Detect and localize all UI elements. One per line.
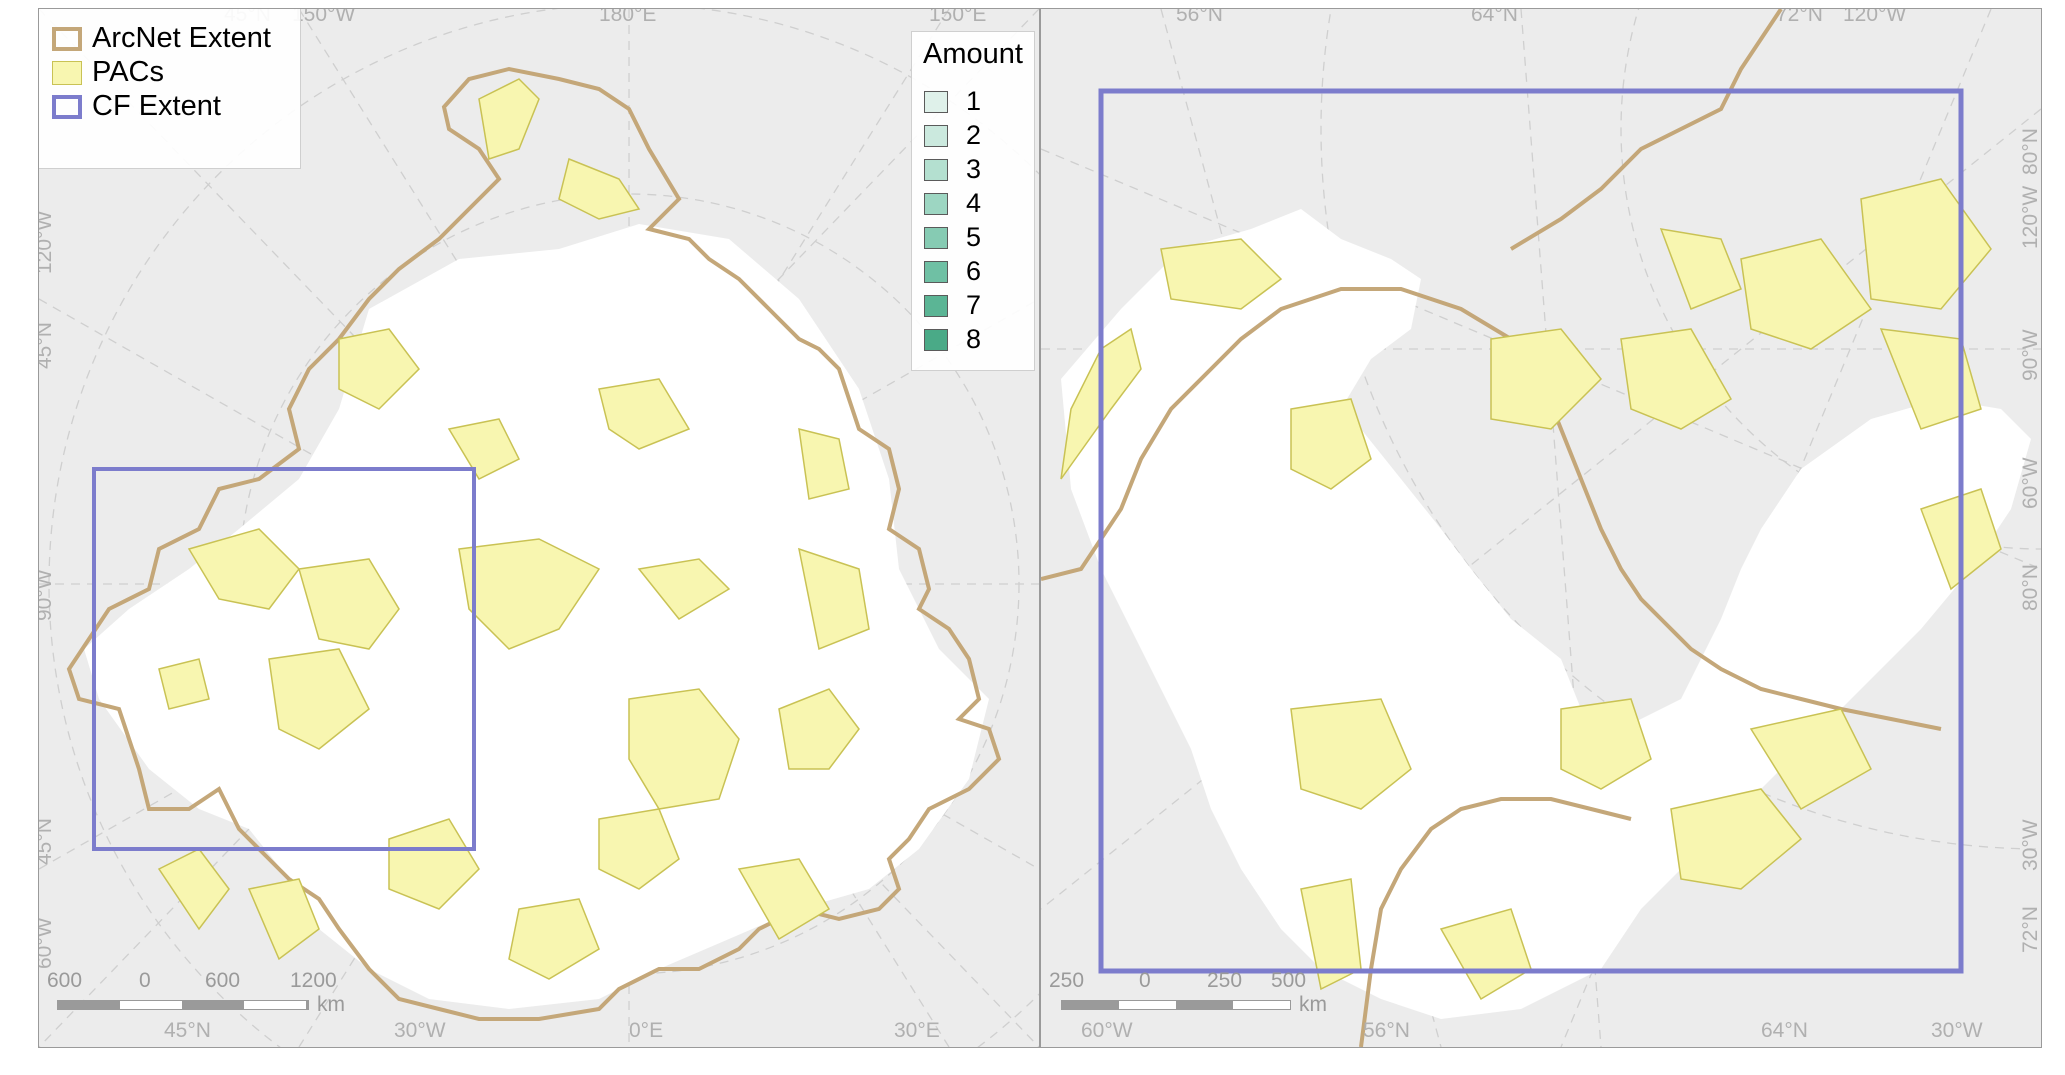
amount-label: 2 bbox=[966, 120, 982, 150]
amount-legend-item: 1 bbox=[924, 86, 981, 117]
amount-legend-item: 2 bbox=[924, 120, 981, 151]
amount-swatch bbox=[924, 90, 948, 113]
amount-legend-title: Amount bbox=[923, 38, 1023, 70]
amount-label: 3 bbox=[966, 154, 982, 184]
scale-tick: 600 bbox=[47, 969, 83, 992]
legend-item-arcnet: ArcNet Extent bbox=[52, 22, 271, 55]
legend-label: ArcNet Extent bbox=[92, 22, 271, 54]
arcnet-extent-outline-2 bbox=[1359, 797, 1632, 1047]
amount-swatch bbox=[924, 158, 948, 181]
top-label: 120°W bbox=[1843, 8, 1907, 26]
bottom-label: 60°W bbox=[1081, 1019, 1133, 1042]
cf-detail-map-graphic bbox=[1041, 9, 2041, 1047]
scale-bar: 600 0 600 1200 km bbox=[47, 969, 387, 1029]
cf-detail-map[interactable]: 56°N 64°N 72°N 120°W 60°W 56°N 64°N 30°W… bbox=[1040, 8, 2042, 1048]
amount-label: 6 bbox=[966, 256, 982, 286]
right-label: 60°W bbox=[2019, 457, 2042, 509]
pacs-areas bbox=[1060, 178, 2002, 1001]
left-label: 120°W bbox=[38, 210, 56, 274]
scale-tick: 250 bbox=[1049, 969, 1085, 992]
scale-tick: 500 bbox=[1271, 969, 1307, 992]
scale-tick: 0 bbox=[139, 969, 151, 992]
bottom-label: 30°W bbox=[1931, 1019, 1983, 1042]
left-label: 45°N bbox=[38, 818, 56, 865]
right-label: 30°W bbox=[2019, 819, 2042, 871]
right-label: 80°N bbox=[2019, 128, 2042, 175]
amount-label: 4 bbox=[966, 188, 982, 218]
top-label: 72°N bbox=[1776, 8, 1823, 26]
amount-label: 1 bbox=[966, 86, 982, 116]
legend-label: CF Extent bbox=[92, 90, 221, 122]
arcnet-extent-outline-3 bbox=[1509, 9, 1783, 251]
cf-extent-box bbox=[92, 467, 476, 851]
scale-tick: 250 bbox=[1207, 969, 1243, 992]
bottom-label: 45°N bbox=[164, 1019, 211, 1042]
left-label: 90°W bbox=[38, 569, 56, 621]
right-label: 80°N bbox=[2019, 564, 2042, 611]
amount-legend-item: 8 bbox=[924, 324, 981, 355]
map-legend: ArcNet Extent PACs CF Extent bbox=[39, 9, 301, 169]
amount-label: 5 bbox=[966, 222, 982, 252]
amount-swatch bbox=[924, 294, 948, 317]
pacs-swatch bbox=[52, 60, 82, 85]
bottom-label: 0°E bbox=[629, 1019, 664, 1042]
scale-bar-graphic bbox=[57, 1000, 309, 1010]
scale-tick: 0 bbox=[1139, 969, 1151, 992]
left-label: 45°N bbox=[38, 322, 56, 369]
left-label: 60°W bbox=[38, 917, 56, 969]
bottom-label: 64°N bbox=[1761, 1019, 1808, 1042]
pacs-areas bbox=[157, 78, 870, 980]
cf-swatch bbox=[52, 94, 82, 119]
bottom-label: 56°N bbox=[1363, 1019, 1410, 1042]
right-label: 90°W bbox=[2019, 329, 2042, 381]
top-label: 56°N bbox=[1176, 8, 1223, 26]
top-label: 180°E bbox=[599, 8, 657, 26]
amount-legend-item: 5 bbox=[924, 222, 981, 253]
amount-legend: Amount 1 2 3 4 5 6 7 8 bbox=[911, 31, 1035, 371]
scale-unit: km bbox=[1299, 993, 1327, 1016]
amount-swatch bbox=[924, 192, 948, 215]
arctic-overview-map-graphic bbox=[39, 9, 1039, 1047]
arcnet-swatch bbox=[52, 26, 82, 51]
scale-bar-graphic bbox=[1061, 1000, 1291, 1010]
cf-extent-box bbox=[1098, 88, 1964, 974]
legend-item-pacs: PACs bbox=[52, 56, 164, 89]
amount-label: 8 bbox=[966, 324, 982, 354]
scale-tick: 1200 bbox=[290, 969, 337, 992]
amount-legend-item: 6 bbox=[924, 256, 981, 287]
amount-swatch bbox=[924, 260, 948, 283]
arctic-overview-map[interactable]: 45°N 150°W 180°E 150°E 45°N 30°W 0°E 30°… bbox=[38, 8, 1040, 1048]
amount-legend-item: 4 bbox=[924, 188, 981, 219]
top-label: 150°W bbox=[292, 8, 356, 26]
bottom-label: 30°E bbox=[894, 1019, 940, 1042]
amount-label: 7 bbox=[966, 290, 982, 320]
scale-tick: 600 bbox=[205, 969, 241, 992]
scale-unit: km bbox=[317, 993, 345, 1016]
legend-item-cf: CF Extent bbox=[52, 90, 221, 123]
amount-swatch bbox=[924, 328, 948, 351]
amount-swatch bbox=[924, 226, 948, 249]
amount-swatch bbox=[924, 124, 948, 147]
bottom-label: 30°W bbox=[394, 1019, 446, 1042]
amount-legend-item: 7 bbox=[924, 290, 981, 321]
right-label: 72°N bbox=[2019, 906, 2042, 953]
right-label: 120°W bbox=[2019, 185, 2042, 249]
legend-label: PACs bbox=[92, 56, 164, 88]
top-label: 150°E bbox=[929, 8, 987, 26]
arcnet-extent-outline bbox=[66, 66, 1002, 1021]
amount-legend-item: 3 bbox=[924, 154, 981, 185]
top-label: 64°N bbox=[1471, 8, 1518, 26]
scale-bar: 250 0 250 500 km bbox=[1049, 969, 1369, 1029]
